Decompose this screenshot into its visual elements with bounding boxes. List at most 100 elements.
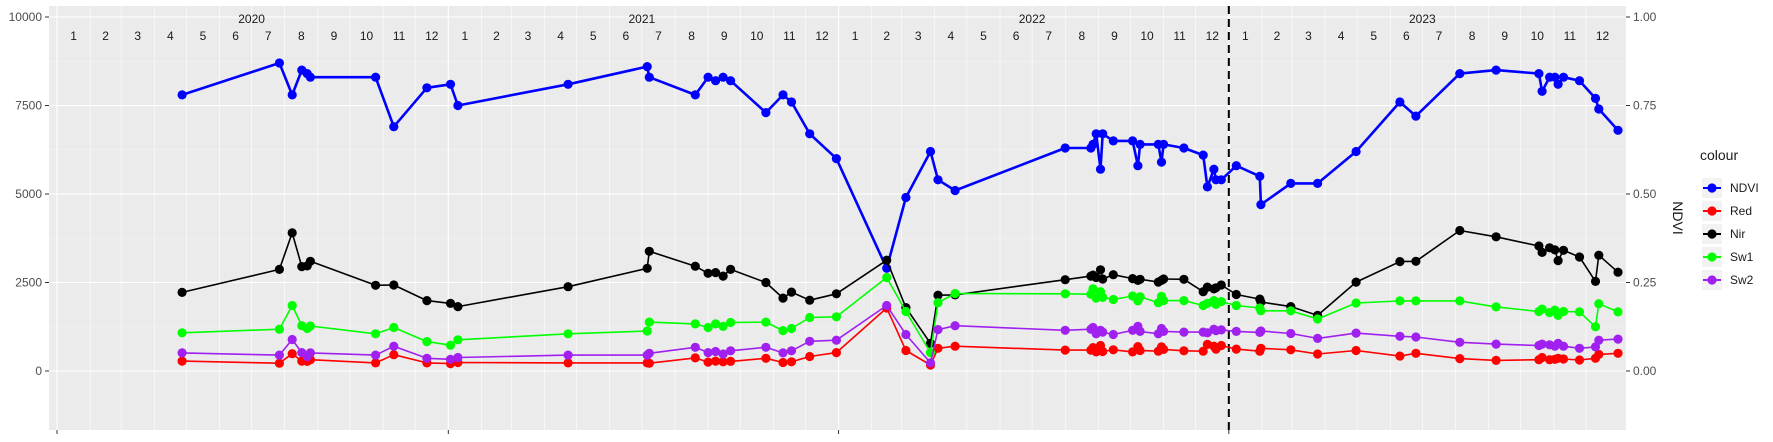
series-point-sw2 bbox=[690, 342, 700, 352]
series-sw1 bbox=[177, 272, 1623, 358]
series-point-sw2 bbox=[563, 350, 573, 360]
month-label: 8 bbox=[688, 29, 695, 43]
series-point-red bbox=[1159, 344, 1169, 354]
series-point-nir bbox=[1590, 276, 1601, 286]
series-point-nir bbox=[1108, 270, 1118, 280]
series-point-ndvi bbox=[1088, 139, 1098, 149]
series-point-ndvi bbox=[1179, 143, 1189, 153]
series-point-sw2 bbox=[177, 348, 187, 358]
series-point-ndvi bbox=[1133, 161, 1143, 171]
series-point-sw1 bbox=[690, 319, 700, 329]
month-label: 11 bbox=[393, 29, 406, 43]
series-point-sw1 bbox=[1098, 292, 1108, 302]
series-point-sw1 bbox=[1179, 296, 1189, 306]
left-tick-label: 0 bbox=[35, 364, 42, 378]
series-point-ndvi bbox=[1411, 111, 1421, 121]
series-point-sw1 bbox=[1351, 298, 1361, 308]
series-point-sw1 bbox=[718, 321, 728, 331]
month-label: 1 bbox=[70, 29, 77, 43]
month-label: 2 bbox=[102, 29, 109, 43]
month-label: 4 bbox=[1338, 29, 1345, 43]
legend-label: Sw1 bbox=[1730, 250, 1754, 264]
series-point-ndvi bbox=[1159, 139, 1169, 149]
series-point-nir bbox=[644, 246, 654, 256]
month-label: 11 bbox=[783, 29, 796, 43]
series-point-sw2 bbox=[422, 353, 432, 363]
right-tick-label: 0.00 bbox=[1633, 364, 1657, 378]
series-point-sw1 bbox=[1590, 322, 1601, 332]
series-point-red bbox=[1455, 354, 1465, 364]
month-label: 8 bbox=[1469, 29, 1476, 43]
series-point-nir bbox=[1216, 280, 1226, 290]
series-point-ndvi bbox=[925, 146, 936, 157]
series-point-red bbox=[1411, 348, 1421, 358]
series-point-nir bbox=[1159, 274, 1169, 284]
series-point-sw2 bbox=[925, 358, 936, 368]
series-point-nir bbox=[1558, 245, 1569, 255]
month-label: 1 bbox=[1242, 29, 1249, 43]
series-point-sw2 bbox=[1558, 341, 1569, 351]
series-point-nir bbox=[726, 264, 736, 274]
series-layer bbox=[177, 58, 1623, 370]
series-point-ndvi bbox=[371, 72, 381, 82]
series-point-ndvi bbox=[711, 76, 721, 86]
series-point-nir bbox=[786, 287, 797, 297]
month-labels: 1 2 3 4 5 6 7 8 9 10 11 12 1 2 3 4 5 6 7 8 9 10 11 12 1 2 3 4 5 6 7 8 9 1… bbox=[70, 29, 1609, 43]
month-label: 9 bbox=[1111, 29, 1118, 43]
legend-label: Sw2 bbox=[1730, 273, 1754, 287]
series-point-ndvi bbox=[1209, 164, 1219, 174]
month-label: 10 bbox=[360, 29, 374, 43]
series-point-ndvi bbox=[453, 100, 463, 111]
month-label: 2 bbox=[1274, 29, 1281, 43]
series-point-ndvi bbox=[761, 108, 771, 118]
series-point-nir bbox=[1550, 245, 1560, 255]
series-point-sw2 bbox=[287, 334, 297, 345]
series-point-nir bbox=[831, 289, 842, 299]
series-point-ndvi bbox=[177, 90, 187, 100]
series-point-sw1 bbox=[642, 326, 652, 336]
year-label: 2023 bbox=[1409, 12, 1436, 26]
series-point-red bbox=[761, 353, 771, 363]
series-point-sw1 bbox=[177, 328, 187, 338]
series-point-ndvi bbox=[901, 192, 911, 203]
series-point-red bbox=[933, 343, 943, 353]
series-point-sw2 bbox=[1351, 328, 1361, 338]
series-point-red bbox=[690, 353, 700, 363]
month-label: 7 bbox=[655, 29, 662, 43]
series-point-red bbox=[718, 357, 728, 367]
series-point-ndvi bbox=[786, 97, 797, 107]
series-point-nir bbox=[778, 293, 788, 303]
series-point-sw1 bbox=[726, 317, 736, 328]
series-point-sw2 bbox=[761, 342, 771, 352]
series-point-red bbox=[1395, 351, 1405, 361]
series-point-nir bbox=[1594, 250, 1604, 260]
series-point-nir bbox=[445, 298, 456, 308]
x-axis bbox=[56, 430, 1230, 434]
month-label: 7 bbox=[265, 29, 272, 43]
series-point-sw1 bbox=[389, 322, 399, 333]
legend-key-point bbox=[1707, 252, 1717, 262]
series-point-nir bbox=[703, 268, 713, 278]
series-point-sw2 bbox=[1491, 339, 1501, 349]
series-point-sw2 bbox=[274, 350, 284, 360]
series-point-sw2 bbox=[1313, 333, 1323, 343]
series-point-ndvi bbox=[1255, 171, 1265, 181]
series-point-ndvi bbox=[1534, 69, 1544, 79]
series-point-sw2 bbox=[831, 335, 842, 345]
series-point-sw1 bbox=[644, 317, 654, 327]
month-label: 5 bbox=[200, 29, 207, 43]
series-point-red bbox=[1256, 343, 1266, 353]
series-point-sw1 bbox=[1231, 300, 1241, 311]
series-point-sw1 bbox=[950, 288, 960, 299]
legend-key-point bbox=[1707, 229, 1717, 239]
left-tick-label: 10000 bbox=[9, 10, 43, 24]
series-point-ndvi bbox=[1558, 72, 1569, 82]
series-point-ndvi bbox=[1550, 72, 1560, 82]
series-point-red bbox=[950, 341, 960, 351]
series-point-sw1 bbox=[805, 312, 815, 323]
left-tick-label: 7500 bbox=[15, 99, 42, 113]
series-point-ndvi bbox=[1108, 136, 1118, 146]
year-label: 2022 bbox=[1019, 12, 1046, 26]
series-line-ndvi bbox=[181, 61, 1619, 270]
series-point-sw1 bbox=[1574, 307, 1585, 317]
